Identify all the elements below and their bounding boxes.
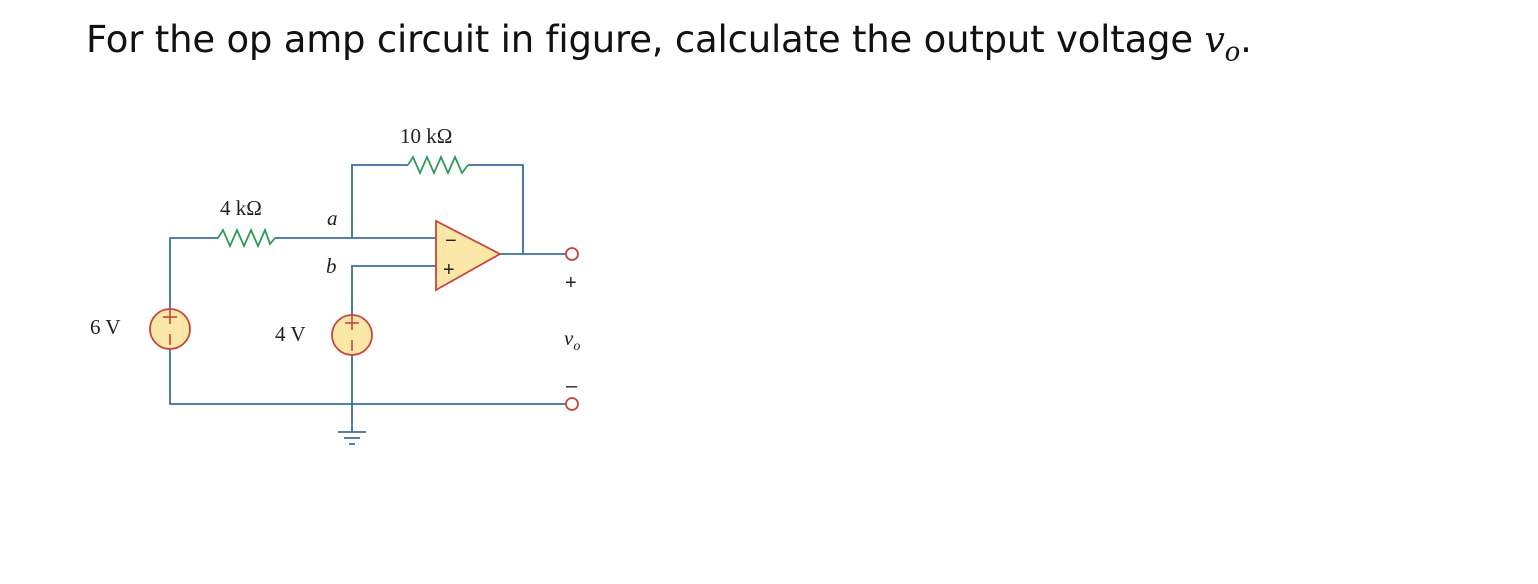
label-output-voltage: vo [564,326,580,354]
label-output-voltage-sub: o [573,339,580,354]
label-output-minus: – [566,375,578,397]
label-source-4v: 4 V [275,322,306,346]
label-source-6v: 6 V [90,315,121,339]
question-variable: v [1204,20,1225,61]
output-terminal-bottom [565,397,579,411]
voltage-source-6v [149,308,191,350]
question-variable-subscript: o [1224,37,1241,68]
output-terminal-top [565,247,579,261]
ground-icon [338,431,366,445]
opamp-minus-sign: − [445,230,457,252]
resistor-input [217,227,276,249]
label-r-feedback: 10 kΩ [400,124,452,148]
label-output-plus: + [565,272,577,294]
opamp-plus-sign: + [443,259,455,281]
label-node-a: a [327,206,338,230]
op-amp: − + [435,219,502,292]
question-body: For the op amp circuit in figure, calcul… [86,18,1205,61]
label-node-b: b [326,254,337,278]
question-period: . [1240,18,1252,61]
question-text: For the op amp circuit in figure, calcul… [86,18,1252,67]
label-r-input: 4 kΩ [220,196,262,220]
label-output-voltage-var: v [564,326,574,350]
resistor-feedback [407,154,469,176]
wires [169,164,566,432]
voltage-source-4v [331,314,373,356]
